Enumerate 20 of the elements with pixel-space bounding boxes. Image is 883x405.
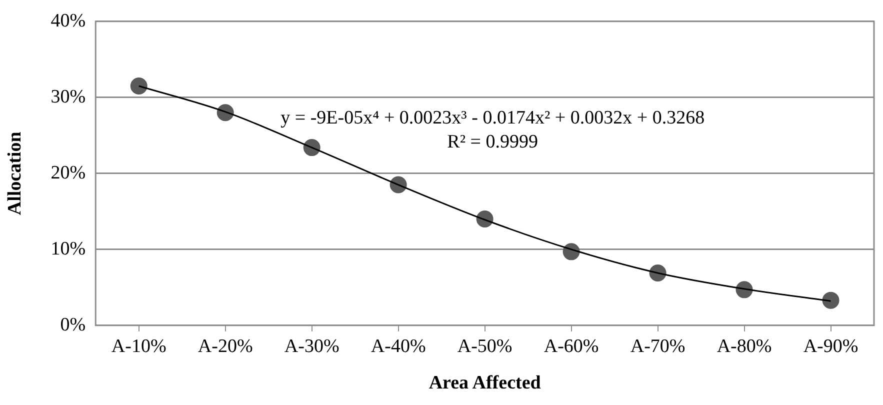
x-tick-label: A-70%	[630, 336, 686, 357]
y-axis-title: Allocation	[4, 131, 26, 216]
point	[822, 292, 840, 309]
x-tick-label: A-20%	[198, 336, 253, 357]
x-tick-label: A-90%	[803, 336, 858, 357]
y-tick-label: 40%	[50, 10, 86, 32]
y-tick-label: 10%	[50, 238, 86, 260]
x-tick-label: A-30%	[284, 336, 340, 357]
x-tick-label: A-50%	[457, 336, 512, 357]
y-tick-label: 0%	[60, 314, 86, 336]
x-tick-label: A-40%	[370, 336, 426, 357]
y-tick-label: 30%	[50, 86, 86, 108]
annotation: R² = 0.9999	[447, 132, 538, 153]
x-tick-label: A-60%	[544, 336, 599, 357]
x-axis-title: Area Affected	[428, 372, 542, 394]
x-tick-label: A-10%	[111, 336, 166, 357]
y-tick-label: 20%	[50, 162, 86, 184]
annotation: y = -9E-05x⁴ + 0.0023x³ - 0.0174x² + 0.0032x + 0.3268	[280, 108, 705, 129]
point	[130, 78, 148, 94]
x-tick-label: A-80%	[716, 336, 772, 357]
